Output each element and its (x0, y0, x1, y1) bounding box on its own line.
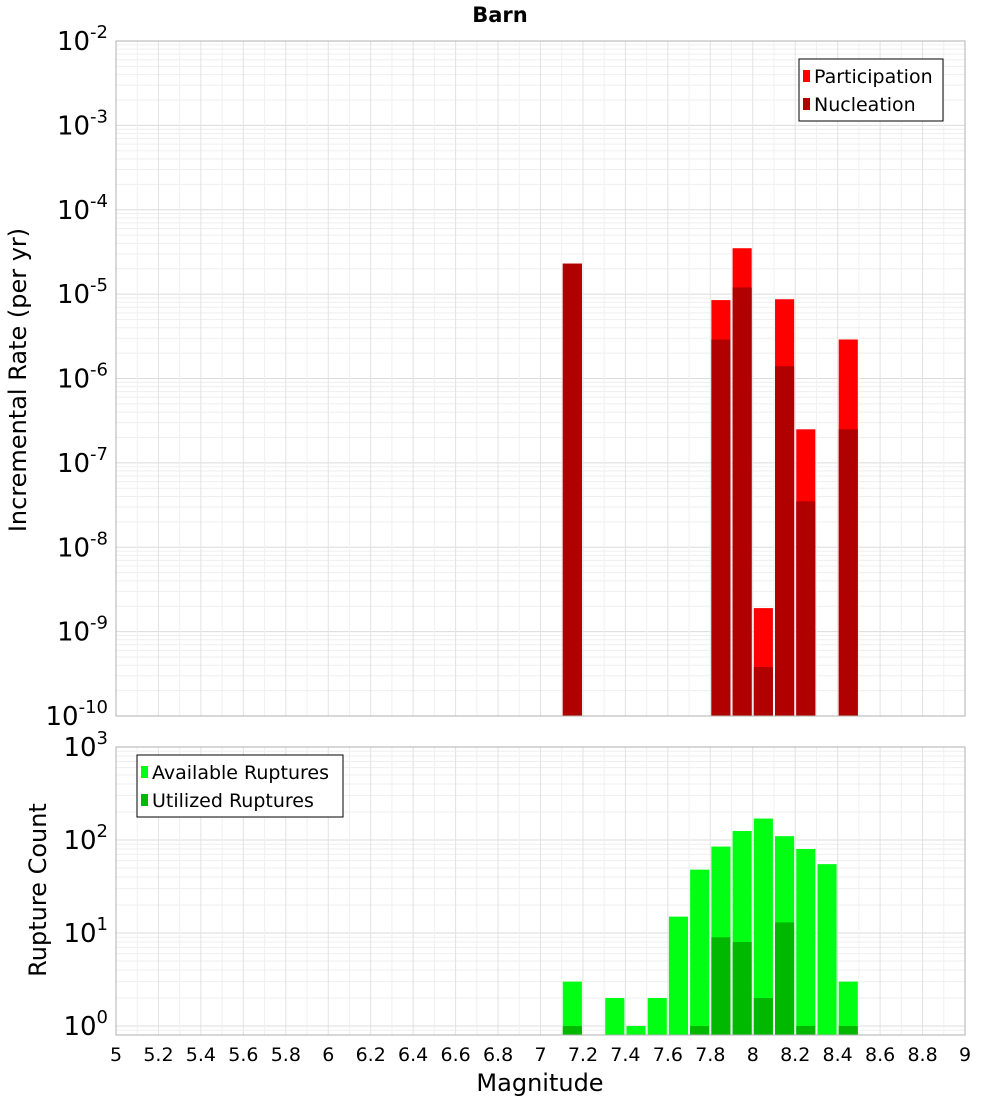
count-legend-swatch (141, 794, 148, 806)
count-x-tick-label: 8.8 (907, 1044, 937, 1066)
rate-y-tick-exponent: -9 (90, 613, 108, 634)
chart-title: Barn (472, 3, 527, 27)
rate-y-tick-label: 10-5 (57, 275, 108, 310)
count-bar-utilized-ruptures (562, 1025, 582, 1035)
count-plot-frame (115, 746, 966, 1036)
rate-bar-nucleation (796, 501, 816, 716)
count-bar-available-ruptures (838, 981, 858, 1035)
count-x-tick-label: 5.6 (228, 1044, 258, 1066)
count-x-tick-label: 6.2 (356, 1044, 386, 1066)
count-x-tick-label: 6.8 (483, 1044, 513, 1066)
rate-plot-frame (115, 40, 966, 717)
rate-y-tick-exponent: -8 (90, 528, 108, 549)
rate-y-tick-label: 10-8 (57, 528, 108, 563)
rate-y-tick-exponent: -3 (90, 106, 108, 127)
rate-bar-nucleation (838, 429, 858, 716)
rate-bar-nucleation (711, 339, 731, 716)
rate-y-tick-label: 10-3 (57, 106, 108, 141)
count-bar-utilized-ruptures (753, 997, 773, 1035)
count-bar-available-ruptures (605, 997, 625, 1035)
count-x-tick-label: 7.6 (653, 1044, 683, 1066)
count-legend: Available Ruptures Utilized Ruptures (136, 754, 344, 818)
count-x-tick-label: 9 (959, 1044, 971, 1066)
rate-y-tick-exponent: -5 (90, 275, 108, 296)
count-bar-utilized-ruptures (775, 922, 795, 1035)
rate-y-tick-exponent: -10 (79, 697, 108, 718)
count-x-tick-label: 5.4 (186, 1044, 216, 1066)
rate-y-tick-exponent: -7 (90, 444, 108, 465)
count-x-tick-label: 7 (534, 1044, 546, 1066)
count-bar-available-ruptures (562, 981, 582, 1035)
count-x-tick-label: 5 (110, 1044, 122, 1066)
count-y-tick-label: 102 (63, 821, 108, 856)
x-axis-label: Magnitude (476, 1069, 603, 1097)
count-x-tick-label: 5.8 (271, 1044, 301, 1066)
count-x-tick-label: 6.6 (440, 1044, 470, 1066)
count-x-tick-label: 5.2 (143, 1044, 173, 1066)
rate-legend-label: Nucleation (814, 94, 916, 116)
count-legend-swatch (141, 766, 148, 778)
rate-bar-nucleation (775, 366, 795, 716)
rate-bar-nucleation (753, 667, 773, 716)
count-x-tick-label: 8 (747, 1044, 759, 1066)
count-bar-available-ruptures (626, 1025, 646, 1035)
count-bar-utilized-ruptures (838, 1025, 858, 1035)
count-x-tick-label: 6 (322, 1044, 334, 1066)
rate-bar-nucleation (562, 263, 582, 716)
rate-legend-swatch (803, 98, 810, 110)
rate-y-tick-exponent: -2 (90, 22, 108, 43)
rate-legend-label: Participation (814, 66, 933, 88)
count-legend-label: Utilized Ruptures (152, 790, 314, 812)
count-bar-available-ruptures (753, 818, 773, 1035)
rate-y-tick-label: 10-9 (57, 613, 108, 648)
count-y-tick-label: 103 (63, 728, 108, 763)
count-y-axis-label: Rupture Count (24, 803, 52, 977)
rate-panel: 10-2 10-3 10-4 10-5 10-6 10-7 10-8 10-9 10-10 Par… (46, 22, 966, 732)
count-x-tick-label: 8.6 (865, 1044, 895, 1066)
count-bar-available-ruptures (647, 997, 667, 1035)
count-x-tick-label: 7.4 (610, 1044, 640, 1066)
count-x-tick-label: 7.8 (695, 1044, 725, 1066)
rate-y-tick-label: 10-6 (57, 360, 108, 395)
count-y-tick-exponent: 0 (97, 1007, 108, 1028)
rate-y-tick-label: 10-2 (57, 22, 108, 57)
count-y-tick-label: 100 (63, 1007, 108, 1042)
count-bar-utilized-ruptures (690, 1025, 710, 1035)
rate-y-tick-label: 10-4 (57, 191, 108, 226)
count-y-tick-exponent: 1 (97, 914, 108, 935)
count-bar-utilized-ruptures (711, 937, 731, 1035)
count-legend-label: Available Ruptures (152, 762, 329, 784)
rate-y-tick-label: 10-10 (46, 697, 109, 732)
count-legend-box (136, 754, 344, 818)
rate-y-tick-exponent: -6 (90, 360, 108, 381)
count-y-tick-exponent: 2 (97, 821, 108, 842)
count-bar-utilized-ruptures (796, 1025, 816, 1035)
rate-legend: Participation Nucleation (798, 58, 944, 122)
count-y-tick-exponent: 3 (97, 728, 108, 749)
rate-bar-nucleation (732, 287, 752, 716)
rate-y-tick-exponent: -4 (90, 191, 108, 212)
count-bar-available-ruptures (796, 849, 816, 1035)
count-bar-utilized-ruptures (732, 942, 752, 1035)
count-x-tick-label: 6.4 (398, 1044, 428, 1066)
rate-legend-swatch (803, 70, 810, 82)
rate-legend-box (798, 58, 944, 122)
rate-y-axis-label: Incremental Rate (per yr) (4, 228, 32, 532)
count-x-tick-label: 8.4 (823, 1044, 853, 1066)
count-bar-available-ruptures (668, 916, 689, 1035)
count-bar-available-ruptures (817, 864, 837, 1035)
count-x-tick-label: 8.2 (780, 1044, 810, 1066)
rate-y-tick-label: 10-7 (57, 444, 108, 479)
count-y-tick-label: 101 (63, 914, 108, 949)
count-x-tick-label: 7.2 (568, 1044, 598, 1066)
count-bar-available-ruptures (690, 869, 710, 1035)
